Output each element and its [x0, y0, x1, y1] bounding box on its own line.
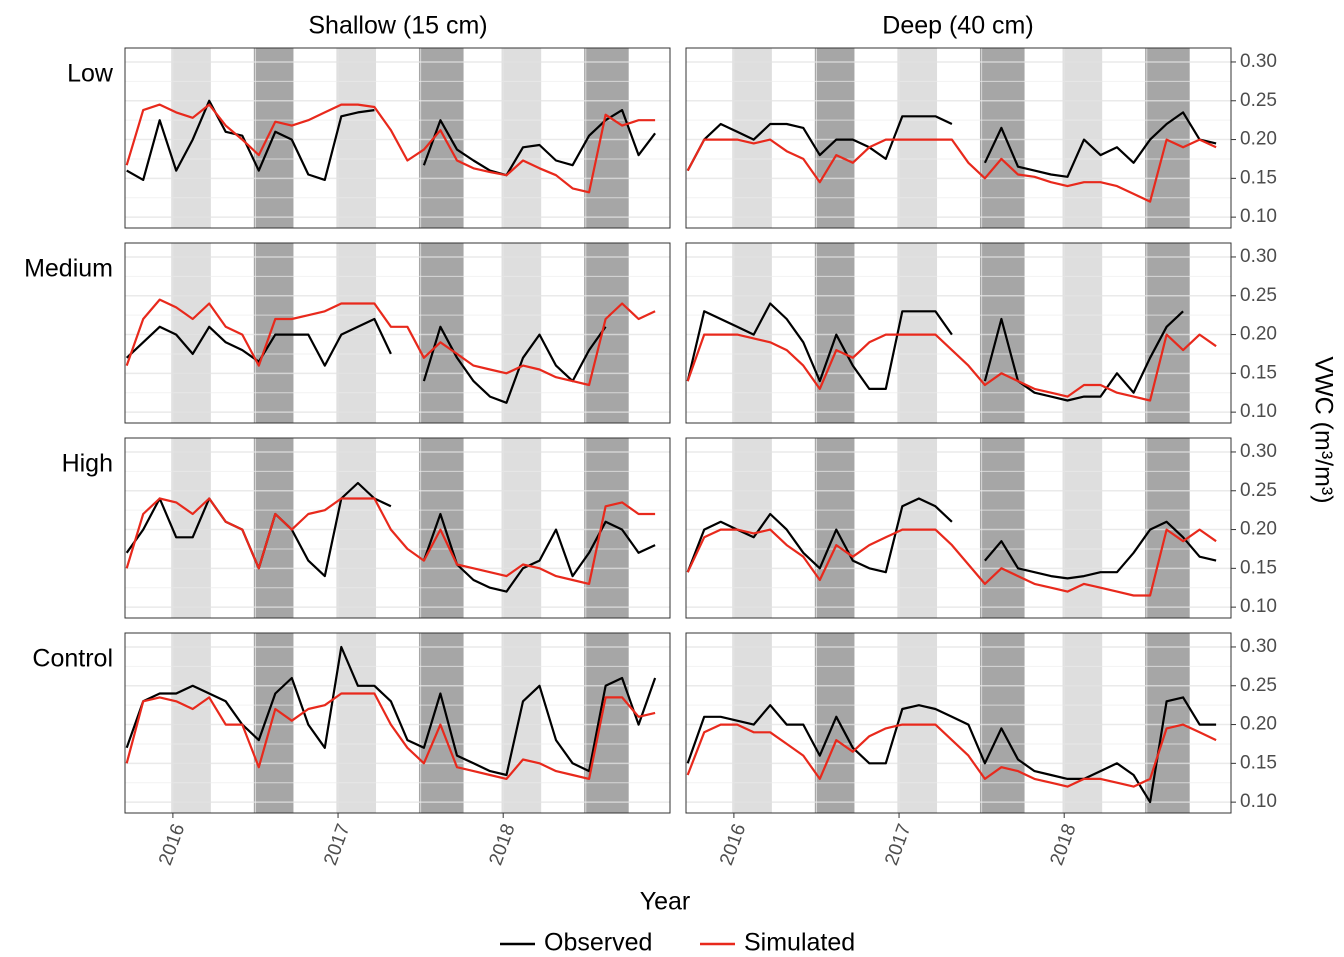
row-label: Control: [32, 645, 113, 673]
shaded-period: [171, 48, 211, 228]
x-tick-label: 2016: [716, 821, 750, 868]
legend-label: Simulated: [744, 929, 855, 957]
series-line: [686, 111, 1217, 178]
y-tick-label: 0.10: [1240, 401, 1277, 422]
shaded-period: [253, 633, 294, 813]
panel-border: [685, 437, 1232, 619]
series-line: [686, 528, 1217, 597]
y-tick-label: 0.25: [1240, 90, 1277, 111]
panel-border: [685, 242, 1232, 424]
x-tick-label: 2016: [155, 821, 189, 868]
y-tick-label: 0.20: [1240, 324, 1277, 345]
y-tick-label: 0.10: [1240, 206, 1277, 227]
shaded-period: [336, 438, 377, 618]
shaded-period: [418, 243, 464, 423]
x-tick-label: 2017: [320, 821, 354, 868]
y-tick-label: 0.30: [1240, 246, 1277, 267]
y-tick-label: 0.30: [1240, 51, 1277, 72]
shaded-period: [814, 243, 855, 423]
series-line: [686, 138, 1217, 203]
y-axis-title: VWC (m³/m³): [1309, 356, 1337, 503]
shaded-period: [418, 48, 464, 228]
y-tick-label: 0.10: [1240, 596, 1277, 617]
column-title: Shallow (15 cm): [308, 12, 487, 40]
shaded-period: [584, 438, 629, 618]
panel-border: [124, 242, 671, 424]
shaded-period: [336, 633, 377, 813]
y-tick-label: 0.15: [1240, 752, 1277, 773]
shaded-period: [732, 633, 772, 813]
y-tick-label: 0.30: [1240, 636, 1277, 657]
shaded-period: [979, 243, 1025, 423]
y-tick-label: 0.20: [1240, 519, 1277, 540]
panel-border: [124, 437, 671, 619]
x-axis-title: Year: [640, 888, 691, 916]
y-tick-label: 0.10: [1240, 791, 1277, 812]
shaded-period: [979, 438, 1025, 618]
shaded-period: [171, 633, 211, 813]
x-tick-label: 2018: [485, 821, 519, 868]
series-line: [125, 497, 656, 585]
legend-label: Observed: [544, 929, 652, 957]
series-line: [686, 497, 1217, 580]
shaded-period: [1062, 48, 1103, 228]
shaded-period: [814, 48, 855, 228]
y-tick-label: 0.20: [1240, 129, 1277, 150]
series-line: [686, 696, 1217, 804]
row-label: Medium: [24, 255, 113, 283]
shaded-period: [253, 438, 294, 618]
panel-border: [124, 632, 671, 814]
x-tick-label: 2017: [881, 821, 915, 868]
shaded-period: [584, 243, 629, 423]
shaded-period: [584, 48, 629, 228]
shaded-period: [418, 633, 464, 813]
series-line: [126, 99, 656, 181]
y-tick-label: 0.25: [1240, 480, 1277, 501]
y-tick-label: 0.25: [1240, 285, 1277, 306]
series-line: [686, 333, 1217, 402]
row-label: Low: [67, 60, 114, 88]
shaded-period: [584, 633, 629, 813]
panel-border: [124, 47, 671, 229]
y-tick-label: 0.15: [1240, 362, 1277, 383]
shaded-period: [501, 48, 542, 228]
shaded-period: [501, 633, 542, 813]
shaded-period: [979, 48, 1025, 228]
shaded-period: [171, 438, 211, 618]
y-tick-label: 0.15: [1240, 557, 1277, 578]
shaded-period: [336, 48, 377, 228]
shaded-period: [501, 243, 542, 423]
x-tick-label: 2018: [1046, 821, 1080, 868]
series-line: [125, 692, 656, 780]
series-line: [686, 723, 1217, 788]
shaded-period: [897, 243, 938, 423]
shaded-period: [418, 438, 464, 618]
shaded-period: [814, 438, 855, 618]
y-tick-label: 0.15: [1240, 167, 1277, 188]
shaded-period: [897, 438, 938, 618]
shaded-period: [732, 438, 772, 618]
y-tick-label: 0.20: [1240, 714, 1277, 735]
series-line: [125, 645, 657, 777]
panel-border: [685, 632, 1232, 814]
series-line: [125, 298, 656, 387]
shaded-period: [979, 633, 1025, 813]
shaded-period: [897, 633, 938, 813]
y-tick-label: 0.30: [1240, 441, 1277, 462]
column-title: Deep (40 cm): [882, 12, 1033, 40]
shaded-period: [897, 48, 938, 228]
y-tick-label: 0.25: [1240, 675, 1277, 696]
panel-border: [685, 47, 1232, 229]
shaded-period: [253, 243, 294, 423]
row-label: High: [62, 450, 113, 478]
series-line: [125, 103, 656, 194]
